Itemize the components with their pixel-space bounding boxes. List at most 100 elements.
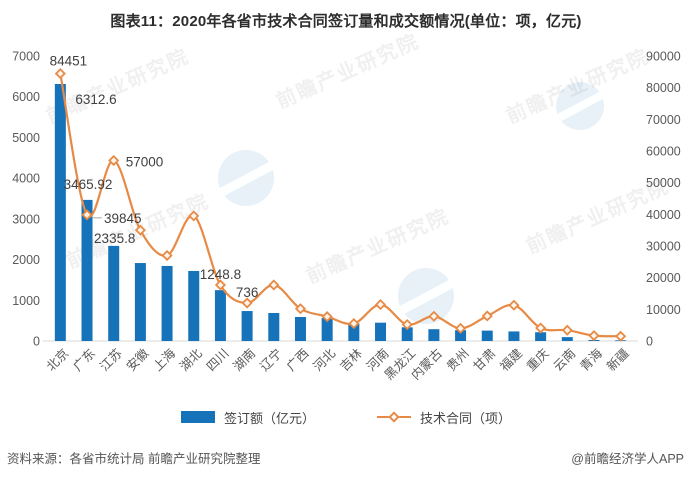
- bar: [188, 270, 200, 341]
- bar: [108, 245, 120, 341]
- left-axis-tick-label: 6000: [12, 90, 40, 104]
- bar: [401, 327, 413, 341]
- data-label: 2335.8: [94, 231, 135, 246]
- left-axis-tick-label: 5000: [12, 131, 40, 145]
- line-point-marker: [508, 299, 520, 311]
- x-axis-category-label: 贵州: [444, 346, 472, 374]
- right-axis-tick-label: 20000: [646, 271, 681, 285]
- bar: [348, 323, 360, 341]
- bar: [134, 263, 146, 341]
- bar: [508, 331, 520, 341]
- left-axis-tick-label: 3000: [12, 212, 40, 226]
- data-label: 39845: [104, 211, 142, 226]
- bar: [161, 265, 173, 341]
- x-axis-category-label: 北京: [44, 346, 72, 374]
- line-point-marker: [241, 297, 253, 309]
- right-axis-tick-label: 0: [646, 335, 653, 349]
- line-point-marker: [321, 311, 333, 323]
- bar: [561, 337, 573, 341]
- x-axis-category-label: 江苏: [97, 346, 125, 374]
- x-axis-category-label: 四川: [204, 346, 232, 374]
- left-axis-tick-label: 1000: [12, 294, 40, 308]
- x-axis-category-label: 吉林: [337, 346, 365, 374]
- right-axis-tick-label: 10000: [646, 303, 681, 317]
- chart-title: 图表11：2020年各省市技术合同签订量和成交额情况(单位：项，亿元): [110, 13, 582, 30]
- line-point-marker: [108, 154, 120, 167]
- bar: [294, 316, 306, 341]
- bar: [428, 329, 440, 341]
- left-axis-tick-label: 7000: [12, 50, 40, 64]
- bar-series-swatch-icon: [180, 411, 215, 423]
- right-axis-tick-label: 40000: [646, 208, 681, 222]
- right-axis-tick-label: 50000: [646, 176, 681, 190]
- x-axis-category-label: 湖北: [177, 345, 206, 374]
- x-axis-category-label: 上海: [150, 345, 179, 374]
- line-point-marker: [54, 67, 66, 80]
- x-axis-category-label: 福建: [497, 345, 526, 374]
- legend: 签订额（亿元） 技术合同（项）: [0, 405, 692, 429]
- source-note: 资料来源：各省市统计局 前瞻产业研究院整理: [7, 451, 261, 466]
- data-label: 1248.8: [200, 267, 241, 282]
- line-point-marker: [214, 279, 227, 291]
- line-point-marker: [294, 303, 307, 315]
- left-axis-tick-label: 2000: [12, 253, 40, 267]
- bar: [81, 199, 93, 341]
- x-axis-category-label: 重庆: [523, 345, 552, 374]
- line-point-marker: [588, 330, 600, 342]
- x-axis-category-label: 湖南: [230, 346, 258, 374]
- line-point-marker: [134, 224, 146, 236]
- x-axis-category-label: 内蒙古: [408, 346, 445, 383]
- brand-note: @前瞻经济学人APP: [571, 451, 684, 466]
- x-axis-category-label: 广东: [71, 346, 99, 374]
- bar: [535, 332, 547, 341]
- bar: [241, 311, 253, 341]
- x-axis-category-label: 新疆: [603, 346, 631, 374]
- legend-item-bar-series: 签订额（亿元）: [180, 408, 315, 427]
- line-point-marker: [161, 249, 173, 262]
- data-label: 736: [236, 285, 259, 300]
- line-point-marker: [615, 330, 627, 342]
- line-point-marker: [268, 279, 280, 291]
- x-axis-category-label: 甘肃: [471, 346, 499, 374]
- line-point-marker: [401, 318, 413, 331]
- line-point-marker: [188, 210, 200, 222]
- right-axis-tick-label: 60000: [646, 145, 681, 159]
- data-label: 6312.6: [75, 92, 116, 107]
- bar: [375, 322, 387, 341]
- line-point-marker: [561, 324, 573, 336]
- line-point-marker: [454, 322, 467, 334]
- bar: [268, 312, 280, 341]
- legend-line-label: 技术合同（项）: [420, 410, 512, 426]
- footer: 资料来源：各省市统计局 前瞻产业研究院整理 @前瞻经济学人APP: [0, 442, 692, 478]
- x-axis-category-label: 辽宁: [257, 346, 285, 374]
- bar: [214, 290, 226, 341]
- data-label: 84451: [50, 54, 88, 69]
- line-point-marker: [81, 209, 93, 221]
- line-point-marker: [535, 322, 547, 334]
- bar: [321, 318, 333, 341]
- right-axis-tick-label: 30000: [646, 240, 681, 254]
- left-axis-tick-label: 0: [33, 335, 40, 349]
- line-point-marker: [348, 318, 360, 330]
- data-label: 3465.92: [64, 177, 113, 192]
- x-axis-category-label: 广西: [284, 346, 312, 374]
- x-axis-category-label: 安徽: [123, 345, 152, 374]
- right-axis-tick-label: 80000: [646, 81, 681, 95]
- right-axis-tick-label: 70000: [646, 113, 681, 127]
- legend-bar-label: 签订额（亿元）: [223, 410, 315, 426]
- line-point-marker: [428, 310, 440, 322]
- line-point-marker: [481, 310, 493, 322]
- bar: [54, 83, 66, 341]
- line-point-marker: [374, 299, 387, 311]
- x-axis-category-label: 云南: [550, 346, 578, 374]
- legend-item-line-series: 技术合同（项）: [377, 408, 511, 427]
- x-axis-category-label: 河北: [311, 346, 339, 374]
- data-label: 57000: [126, 155, 164, 170]
- right-axis-tick-label: 90000: [646, 50, 681, 64]
- bar: [481, 330, 493, 341]
- left-axis-tick-label: 4000: [12, 172, 40, 186]
- bar: [455, 330, 467, 341]
- x-axis-category-label: 青海: [577, 345, 606, 374]
